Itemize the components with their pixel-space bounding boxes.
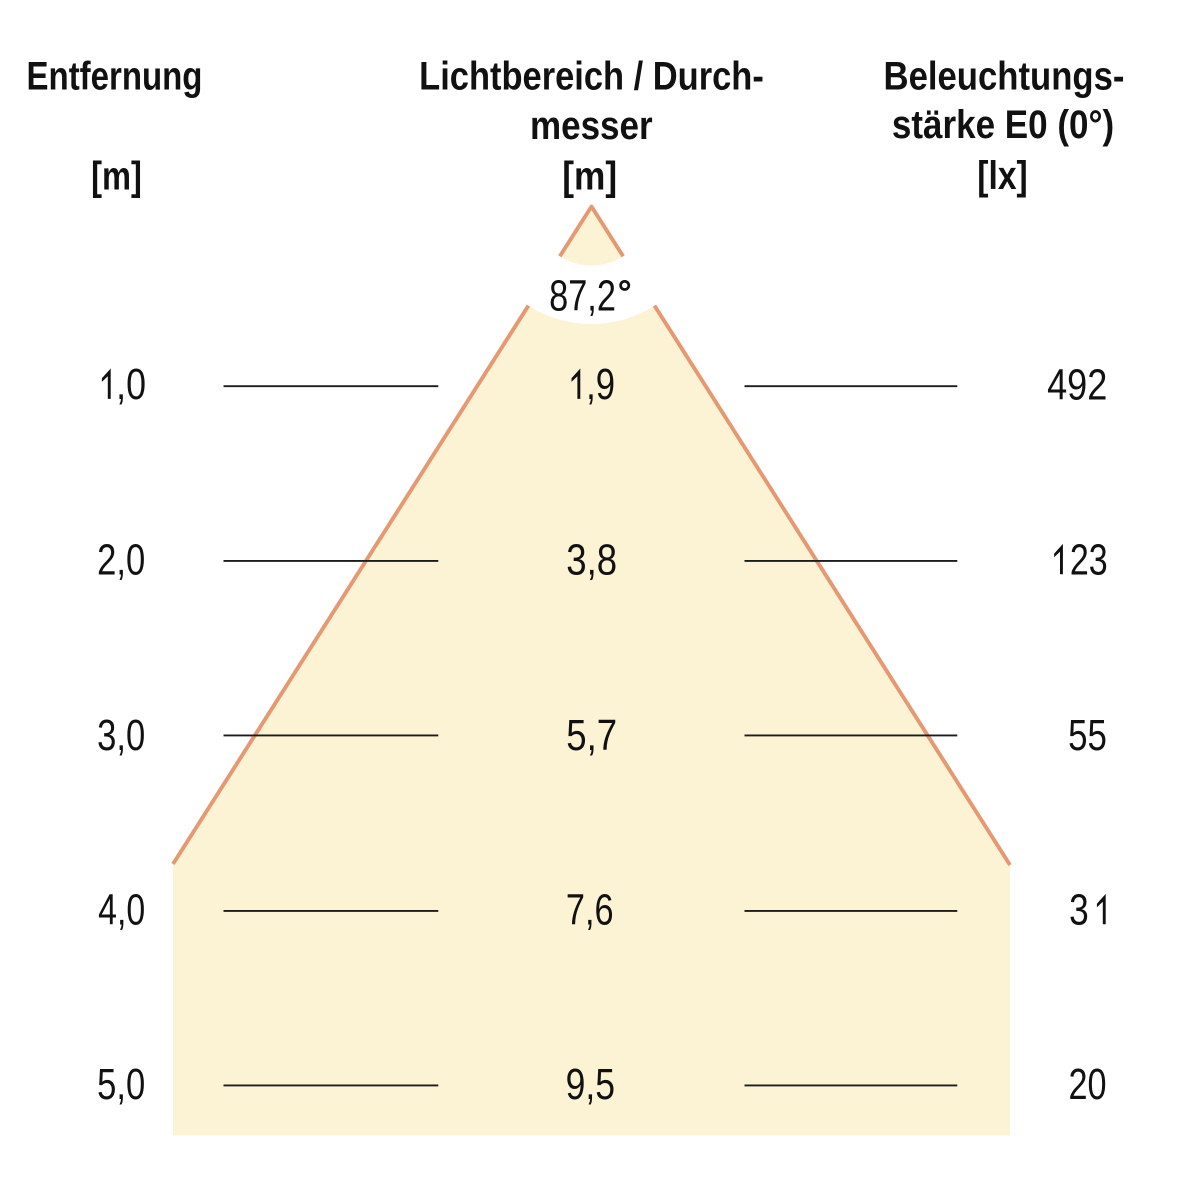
svg-text:9,5: 9,5 <box>566 1060 615 1108</box>
svg-text:stärke E0 (0°): stärke E0 (0°) <box>892 102 1114 147</box>
svg-text:[m]: [m] <box>562 153 617 198</box>
svg-text:messer: messer <box>530 103 653 148</box>
svg-text:Lichtbereich / Durch-: Lichtbereich / Durch- <box>419 53 764 98</box>
svg-text:[m]: [m] <box>91 153 142 198</box>
svg-text:7,6: 7,6 <box>566 886 614 935</box>
svg-text:5,7: 5,7 <box>566 710 617 760</box>
svg-text:4,0: 4,0 <box>98 885 145 934</box>
svg-text:Entfernung: Entfernung <box>27 53 203 98</box>
svg-text:[lx]: [lx] <box>977 153 1027 197</box>
svg-text:87,2: 87,2 <box>549 272 616 321</box>
svg-text:Beleuchtungs-: Beleuchtungs- <box>884 53 1125 98</box>
svg-text:55: 55 <box>1068 711 1107 760</box>
svg-text:492: 492 <box>1047 360 1107 409</box>
svg-text:2,0: 2,0 <box>97 536 145 585</box>
svg-text:3,8: 3,8 <box>566 534 617 584</box>
svg-text:3,0: 3,0 <box>97 711 145 760</box>
svg-text:5,0: 5,0 <box>97 1060 145 1109</box>
svg-text:20: 20 <box>1068 1060 1106 1109</box>
